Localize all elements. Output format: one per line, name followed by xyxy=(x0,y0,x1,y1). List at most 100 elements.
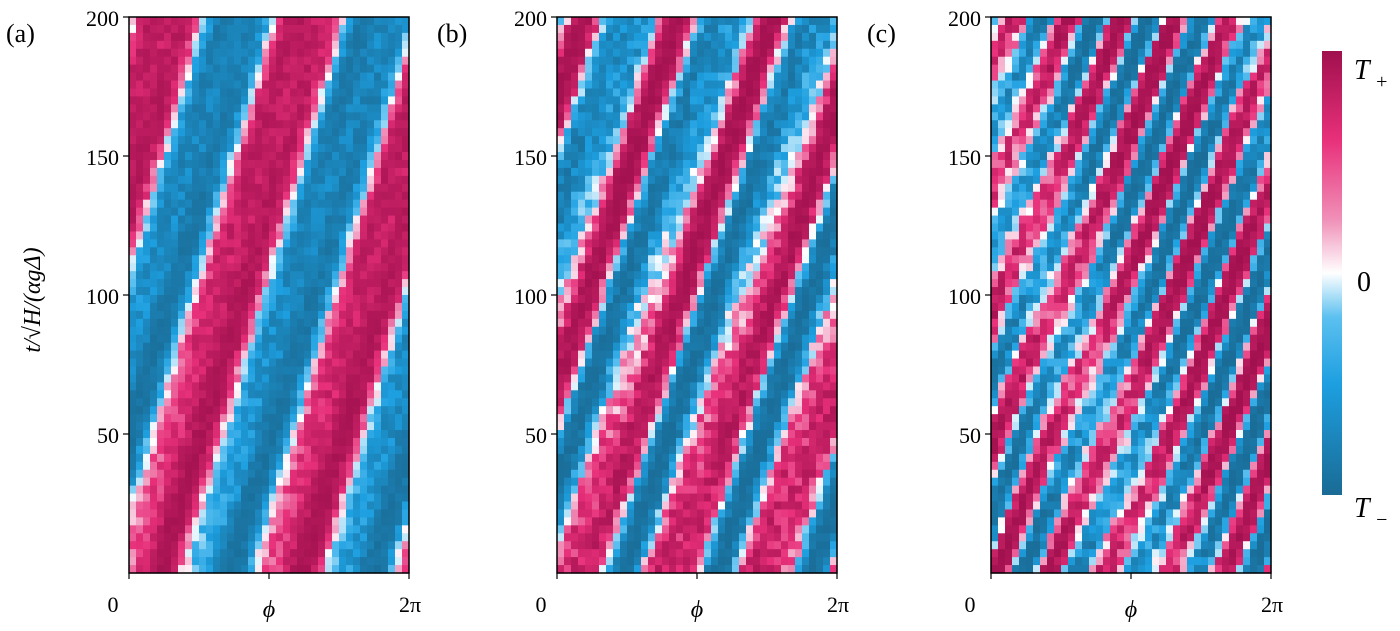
heatmap-cell xyxy=(332,461,340,471)
heatmap-cell xyxy=(227,453,235,463)
heatmap-cell xyxy=(171,461,179,471)
heatmap-cell xyxy=(676,406,684,415)
heatmap-cell xyxy=(683,358,691,368)
heatmap-cell xyxy=(599,430,607,439)
heatmap-cell xyxy=(592,175,600,185)
heatmap-cell xyxy=(627,167,635,177)
heatmap-cell xyxy=(711,390,719,399)
heatmap-cell xyxy=(157,183,165,193)
heatmap-cell xyxy=(234,239,242,248)
heatmap-cell xyxy=(711,358,719,368)
heatmap-cell xyxy=(192,144,200,153)
heatmap-cell xyxy=(227,96,235,105)
heatmap-cell xyxy=(655,263,663,272)
heatmap-cell xyxy=(178,215,186,225)
heatmap-cell xyxy=(150,295,158,304)
x-tick-label-a-2pi: 2π xyxy=(399,592,421,617)
heatmap-cell xyxy=(360,326,368,336)
heatmap-cell xyxy=(276,302,284,312)
heatmap-cell xyxy=(746,374,754,383)
heatmap-cell xyxy=(234,40,242,50)
heatmap-cell xyxy=(774,120,782,129)
heatmap-cell xyxy=(283,382,291,391)
heatmap-cell xyxy=(641,199,649,209)
heatmap-cell xyxy=(374,366,382,376)
heatmap-cell xyxy=(571,342,579,352)
heatmap-cell xyxy=(578,287,586,296)
heatmap-cell xyxy=(402,501,410,511)
heatmap-cell xyxy=(725,350,733,360)
heatmap-cell xyxy=(767,144,775,153)
heatmap-cell xyxy=(199,549,207,558)
heatmap-cell xyxy=(606,40,614,50)
heatmap-cell xyxy=(332,96,340,105)
heatmap-cell xyxy=(830,255,838,264)
heatmap-cell xyxy=(339,406,347,415)
heatmap-cell xyxy=(192,263,200,272)
heatmap-cell xyxy=(388,64,396,74)
heatmap-cell xyxy=(283,453,291,463)
heatmap-cell xyxy=(318,17,326,26)
heatmap-cell xyxy=(571,17,579,26)
heatmap-cell xyxy=(655,183,663,193)
heatmap-cell xyxy=(613,247,621,256)
heatmap-cell xyxy=(276,374,284,383)
heatmap-cell xyxy=(571,191,579,201)
heatmap-cell xyxy=(353,565,361,574)
heatmap-cell xyxy=(269,501,277,511)
heatmap-cell xyxy=(304,287,312,296)
heatmap-cell xyxy=(136,549,144,558)
heatmap-cell xyxy=(332,310,340,320)
heatmap-cell xyxy=(269,390,277,399)
heatmap-cell xyxy=(753,287,761,296)
heatmap-cell xyxy=(220,318,228,328)
heatmap-cell xyxy=(395,207,403,217)
heatmap-cell xyxy=(402,445,410,455)
heatmap-cell xyxy=(269,207,277,217)
heatmap-cell xyxy=(297,437,305,447)
heatmap-cell xyxy=(283,32,291,42)
heatmap-cell xyxy=(592,88,600,98)
heatmap-cell xyxy=(353,453,361,463)
heatmap-cell xyxy=(578,72,586,82)
heatmap-cell xyxy=(220,453,228,463)
heatmap-cell xyxy=(150,199,158,209)
heatmap-cell xyxy=(234,96,242,105)
heatmap-cell xyxy=(213,88,221,98)
heatmap-cell xyxy=(283,239,291,248)
heatmap-cell xyxy=(683,112,691,121)
heatmap-cell xyxy=(704,104,712,113)
heatmap-cell xyxy=(641,279,649,288)
heatmap-cell xyxy=(746,279,754,288)
heatmap-cell xyxy=(143,239,151,248)
heatmap-cell xyxy=(360,445,368,455)
heatmap-cell xyxy=(564,215,572,225)
heatmap-cell xyxy=(185,565,193,574)
heatmap-cell xyxy=(269,366,277,376)
heatmap-cell xyxy=(613,406,621,415)
heatmap-cell xyxy=(269,199,277,209)
heatmap-cell xyxy=(213,40,221,50)
heatmap-cell xyxy=(227,390,235,399)
heatmap-cell xyxy=(318,152,326,161)
heatmap-cell xyxy=(129,183,137,193)
heatmap-cell xyxy=(269,398,277,407)
heatmap-cell xyxy=(788,144,796,153)
heatmap-cell xyxy=(234,175,242,185)
heatmap-cell xyxy=(241,136,249,145)
heatmap-cell xyxy=(213,445,221,455)
heatmap-cell xyxy=(339,287,347,296)
heatmap-cell xyxy=(781,231,789,240)
heatmap-cell xyxy=(718,199,726,209)
heatmap-cell xyxy=(746,318,754,328)
heatmap-cell xyxy=(571,207,579,217)
heatmap-cell xyxy=(311,223,319,233)
heatmap-cell xyxy=(739,167,747,177)
heatmap-cell xyxy=(199,279,207,288)
heatmap-cell xyxy=(143,263,151,272)
heatmap-cell xyxy=(178,17,186,26)
heatmap-cell xyxy=(325,437,333,447)
heatmap-cell xyxy=(641,96,649,105)
heatmap-cell xyxy=(606,88,614,98)
heatmap-cell xyxy=(332,390,340,399)
